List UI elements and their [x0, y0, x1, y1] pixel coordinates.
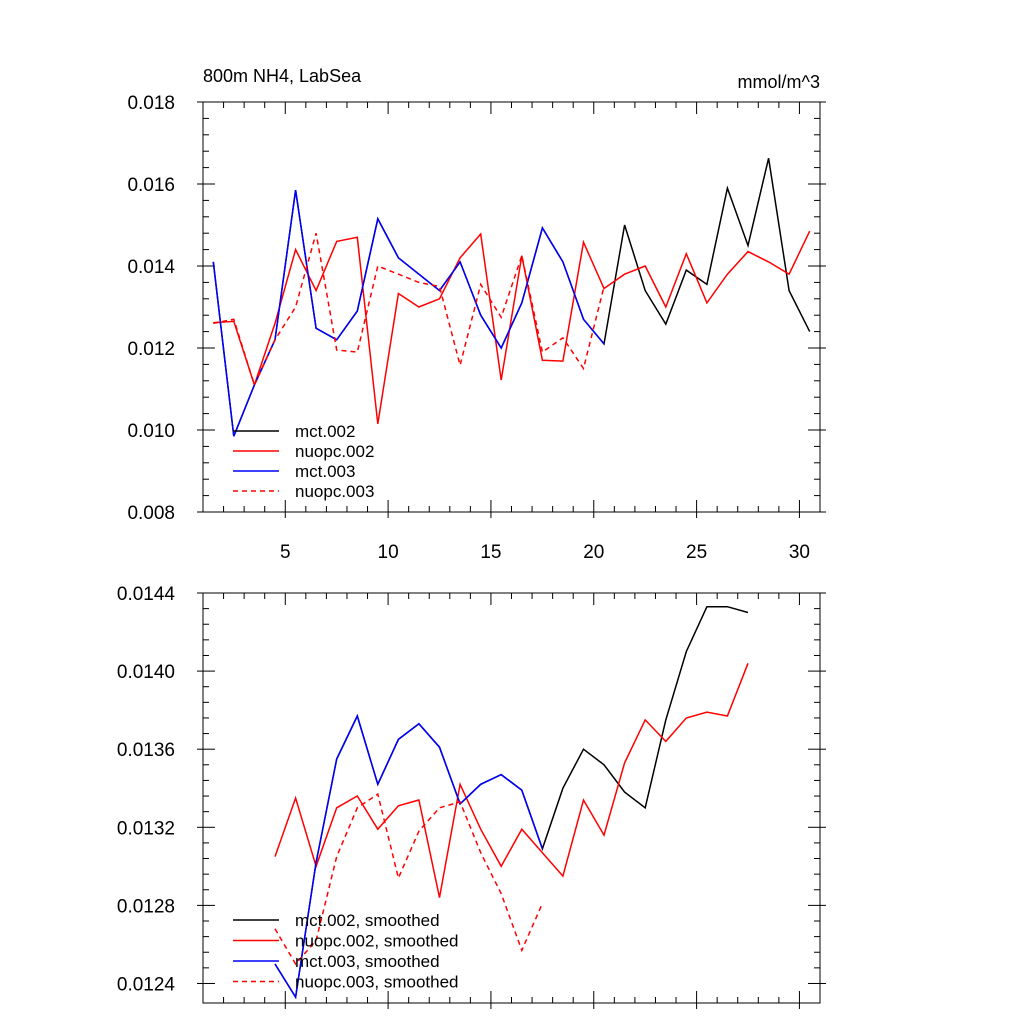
- series-line-nuopc-002: [213, 230, 811, 425]
- y-tick-label: 0.014: [127, 257, 175, 278]
- legend-label: mct.002, smoothed: [295, 911, 440, 930]
- y-tick-label: 0.016: [127, 175, 175, 196]
- y-tick-label: 0.012: [127, 339, 175, 360]
- y-tick-label: 0.0128: [117, 896, 175, 917]
- x-tick-label: 30: [789, 542, 810, 563]
- y-tick-label: 0.018: [127, 93, 175, 114]
- y-tick-label: 0.0144: [117, 584, 176, 605]
- series-line-nuopc-002-smoothed: [274, 663, 749, 898]
- legend-label: mct.003, smoothed: [295, 952, 440, 971]
- series-line-mct-003-smoothed: [274, 713, 544, 1000]
- x-tick-label: 25: [686, 542, 707, 563]
- y-tick-label: 0.008: [127, 503, 175, 524]
- x-tick-label: 10: [378, 542, 399, 563]
- legend-label: nuopc.002: [295, 442, 374, 461]
- x-tick-label: 20: [583, 542, 604, 563]
- chart-title: 800m NH4, LabSea: [203, 66, 362, 86]
- y-tick-label: 0.0136: [117, 740, 175, 761]
- y-tick-label: 0.0124: [117, 974, 176, 995]
- legend-label: nuopc.003: [295, 482, 374, 501]
- series-line-nuopc-003: [213, 232, 605, 387]
- y-tick-label: 0.0132: [117, 818, 175, 839]
- legend-label: mct.002: [295, 422, 355, 441]
- top-panel: 0.008 0.010 0.012 0.014 0.016 0.018 5 10 15 20 25 3…: [127, 66, 826, 563]
- x-tick-label: 5: [280, 542, 291, 563]
- legend-label: mct.003: [295, 462, 355, 481]
- series-line-mct-002: [212, 158, 811, 437]
- legend-label: nuopc.003, smoothed: [295, 973, 459, 992]
- x-tick-label: 15: [480, 542, 501, 563]
- bottom-panel: 0.0124 0.0128 0.0132 0.0136 0.0140 0.0144 mct.…: [117, 584, 826, 1009]
- series-line-mct-003: [212, 189, 605, 437]
- legend-label: nuopc.002, smoothed: [295, 932, 459, 951]
- y-tick-label: 0.010: [127, 421, 175, 442]
- y-tick-label: 0.0140: [117, 662, 175, 683]
- units-label: mmol/m^3: [738, 72, 820, 92]
